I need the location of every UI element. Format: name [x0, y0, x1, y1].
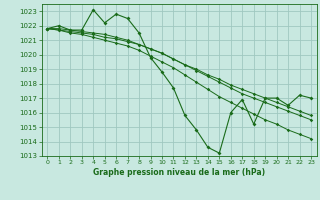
X-axis label: Graphe pression niveau de la mer (hPa): Graphe pression niveau de la mer (hPa) — [93, 168, 265, 177]
